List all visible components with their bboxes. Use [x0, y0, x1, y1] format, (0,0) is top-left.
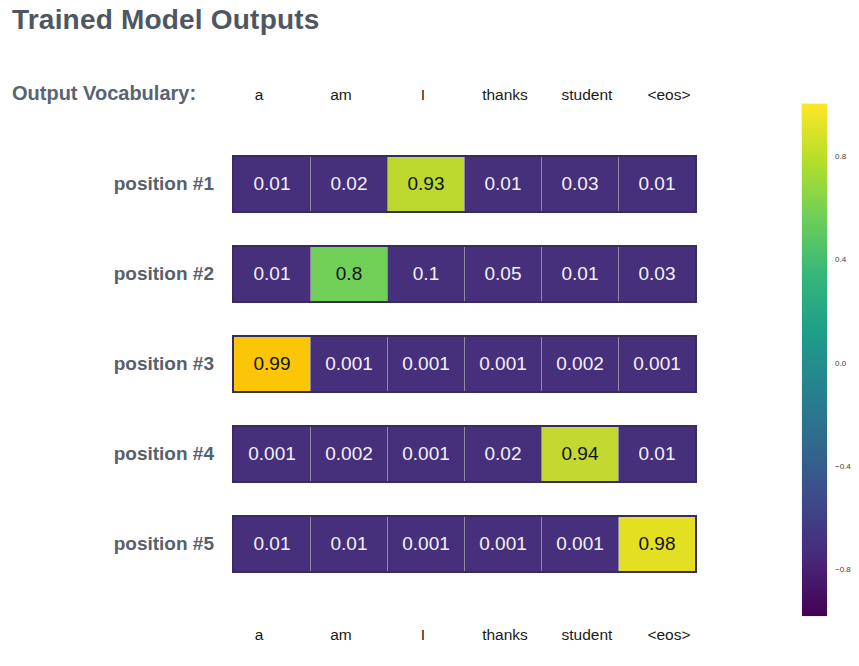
heatmap-cell: 0.001	[388, 427, 464, 481]
vocab-word: I	[382, 626, 464, 644]
heatmap-cell: 0.001	[465, 337, 541, 391]
vocab-word: student	[546, 86, 628, 104]
heatmap-cell: 0.001	[388, 517, 464, 571]
figure-canvas: Trained Model Outputs Output Vocabulary:…	[0, 0, 859, 666]
heatmap-cell: 0.01	[542, 247, 618, 301]
row-label: position #5	[0, 533, 224, 555]
heatmap-cell: 0.01	[465, 157, 541, 211]
row-label: position #4	[0, 443, 224, 465]
heatmap-cell: 0.02	[465, 427, 541, 481]
heatmap-row: position #40.0010.0020.0010.020.940.01	[0, 425, 710, 483]
heatmap-cell: 0.001	[311, 337, 387, 391]
colorbar-tick-label: 0.0	[835, 358, 846, 367]
vocab-row-bottom: aamIthanksstudent<eos>	[218, 623, 710, 647]
heatmap-cell: 0.05	[465, 247, 541, 301]
output-vocabulary-label: Output Vocabulary:	[12, 82, 196, 105]
vocab-word: am	[300, 86, 382, 104]
heatmap-cell: 0.01	[619, 427, 695, 481]
heatmap-cell: 0.001	[542, 517, 618, 571]
heatmap-grid: 0.0010.0020.0010.020.940.01	[232, 425, 697, 483]
heatmap-cell: 0.001	[388, 337, 464, 391]
heatmap-grid: 0.990.0010.0010.0010.0020.001	[232, 335, 697, 393]
vocab-word: student	[546, 626, 628, 644]
heatmap-cell: 0.01	[311, 517, 387, 571]
vocab-word: <eos>	[628, 86, 710, 104]
heatmap-row: position #50.010.010.0010.0010.0010.98	[0, 515, 710, 573]
heatmap-cell: 0.002	[311, 427, 387, 481]
heatmap-cell: 0.01	[619, 157, 695, 211]
row-label: position #3	[0, 353, 224, 375]
vocab-word: thanks	[464, 86, 546, 104]
heatmap-cell: 0.01	[234, 517, 310, 571]
vocab-word: a	[218, 86, 300, 104]
heatmap-cell: 0.8	[311, 247, 387, 301]
heatmap-cell: 0.002	[542, 337, 618, 391]
heatmap-row: position #20.010.80.10.050.010.03	[0, 245, 710, 303]
heatmap-grid: 0.010.80.10.050.010.03	[232, 245, 697, 303]
heatmap-row: position #30.990.0010.0010.0010.0020.001	[0, 335, 710, 393]
colorbar-tick-label: −0.4	[835, 461, 851, 470]
vocab-word: <eos>	[628, 626, 710, 644]
heatmap-row: position #10.010.020.930.010.030.01	[0, 155, 710, 213]
heatmap-cell: 0.03	[542, 157, 618, 211]
heatmap-cell: 0.001	[465, 517, 541, 571]
heatmap-cell: 0.1	[388, 247, 464, 301]
heatmap-cell: 0.98	[619, 517, 695, 571]
vocab-word: thanks	[464, 626, 546, 644]
heatmap-cell: 0.02	[311, 157, 387, 211]
vocab-word: I	[382, 86, 464, 104]
colorbar-gradient: 0.80.40.0−0.4−0.8	[801, 103, 828, 617]
heatmap-grid: 0.010.020.930.010.030.01	[232, 155, 697, 213]
heatmap-cell: 0.03	[619, 247, 695, 301]
heatmap-cell: 0.01	[234, 157, 310, 211]
heatmap-grid: 0.010.010.0010.0010.0010.98	[232, 515, 697, 573]
vocab-word: a	[218, 626, 300, 644]
colorbar-tick-label: 0.8	[835, 152, 846, 161]
colorbar-tick-label: −0.8	[835, 565, 851, 574]
heatmap-cell: 0.001	[619, 337, 695, 391]
heatmap-cell: 0.99	[234, 337, 310, 391]
heatmap-cell: 0.01	[234, 247, 310, 301]
heatmap-cell: 0.94	[542, 427, 618, 481]
colorbar-tick-label: 0.4	[835, 255, 846, 264]
page-title: Trained Model Outputs	[12, 4, 320, 36]
row-label: position #2	[0, 263, 224, 285]
vocab-row-top: aamIthanksstudent<eos>	[218, 83, 710, 107]
vocab-word: am	[300, 626, 382, 644]
row-label: position #1	[0, 173, 224, 195]
heatmap-cell: 0.93	[388, 157, 464, 211]
heatmap-cell: 0.001	[234, 427, 310, 481]
